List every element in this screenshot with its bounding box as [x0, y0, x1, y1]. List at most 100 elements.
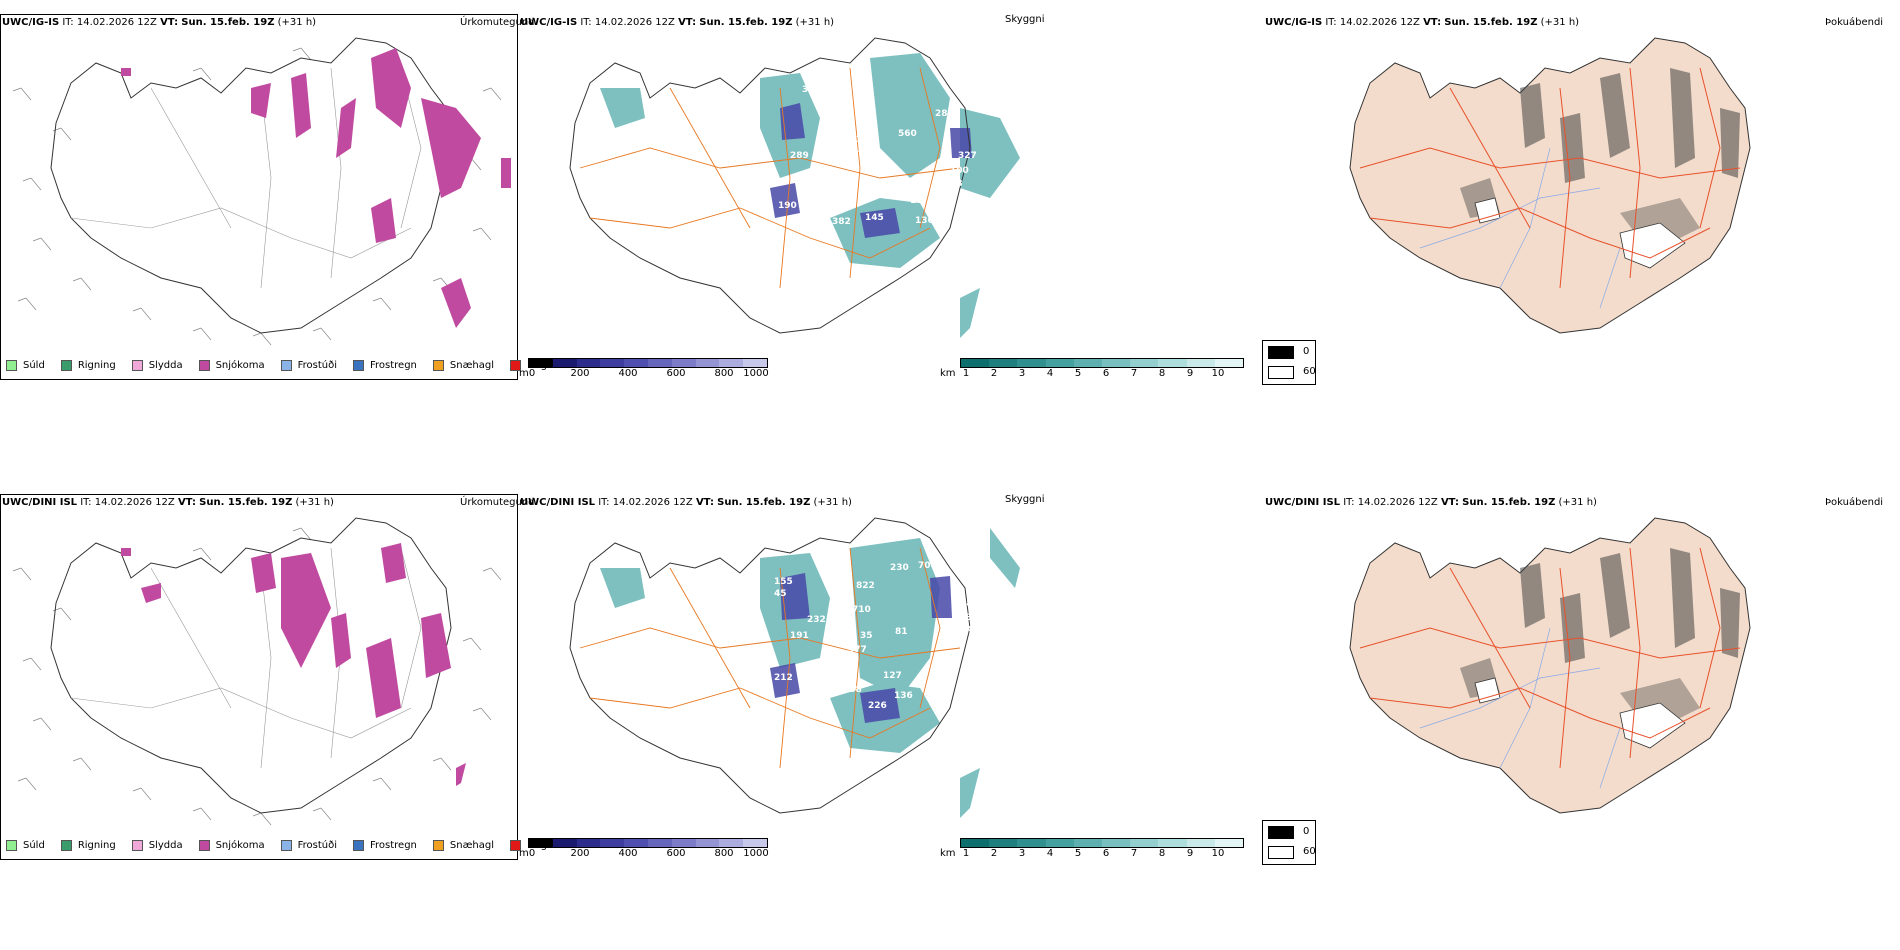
vt-label: VT: — [678, 17, 697, 28]
cbar-ticks: 0 200 400 600 800 1000 — [528, 368, 769, 380]
cbar-cell — [1158, 359, 1187, 367]
roads — [579, 67, 961, 289]
legend-swatch — [280, 360, 292, 371]
glaciers — [1474, 677, 1686, 749]
model-name: UWC/IG-IS — [520, 17, 578, 28]
iceland-outline — [569, 37, 971, 334]
cbar-cell — [743, 359, 767, 367]
it-label: IT: — [1343, 497, 1355, 508]
fog-key-low-swatch — [1268, 846, 1294, 859]
cbar-cell — [671, 359, 696, 367]
cbar-tick: 800 — [714, 848, 734, 859]
cbar-tick: 800 — [714, 368, 734, 379]
cloud-header: UWC/IG-IS IT: 14.02.2026 12Z VT: Sun. 15… — [520, 17, 834, 28]
height-label: 377 — [848, 645, 867, 655]
vt-value: Sun. 15.feb. 19Z — [1444, 17, 1538, 28]
height-label: 230 — [890, 563, 909, 573]
height-label: 136 — [915, 216, 934, 226]
row-2: UWC/DINI ISL IT: 14.02.2026 12Z VT: Sun.… — [0, 480, 1900, 950]
fog-key-high-swatch — [1268, 346, 1294, 359]
height-label: 710 — [852, 605, 871, 615]
lead-time: (+31 h) — [277, 17, 317, 28]
cbar-cell — [1102, 359, 1131, 367]
cbar-tick: 4 — [1046, 368, 1054, 379]
cbar-tick: 4 — [1046, 848, 1054, 859]
lead-time: (+31 h) — [813, 497, 852, 508]
cbar-ticks: 1 2 3 4 5 6 7 8 9 10 — [960, 848, 1244, 860]
cbar-unit: km — [940, 368, 956, 379]
vt-value: Sun. 15.feb. 19Z — [199, 497, 293, 508]
legend-label: Snjókoma — [215, 360, 265, 371]
legend-swatch — [198, 840, 210, 851]
cbar-tick: 3 — [1018, 848, 1026, 859]
cbar-unit: m — [519, 368, 529, 379]
height-label: 560 — [898, 129, 917, 139]
model-name: UWC/DINI ISL — [520, 497, 596, 508]
cloud-base-cells — [528, 838, 768, 848]
precip-map — [12, 37, 511, 346]
height-label: 226 — [868, 701, 887, 711]
roads — [70, 67, 422, 289]
vt-label: VT: — [695, 497, 714, 508]
cloud-map: 155 45 822 230 700 710 232 191 35 377 81… — [569, 517, 1020, 818]
cbar-unit: km — [940, 848, 956, 859]
cbar-tick: 3 — [1018, 368, 1026, 379]
height-label: 63 — [960, 613, 973, 623]
height-label: 475 — [845, 145, 864, 155]
legend-item: Frostregn — [353, 360, 417, 371]
cbar-tick: 2 — [990, 368, 998, 379]
snow-areas — [121, 543, 466, 786]
legend-item: Slydda — [131, 840, 183, 851]
legend-label: Súld — [23, 360, 45, 371]
precip-header: UWC/DINI ISL IT: 14.02.2026 12Z VT: Sun.… — [2, 497, 334, 508]
vt-value: Sun. 15.feb. 19Z — [717, 497, 811, 508]
height-label: 81 — [895, 627, 908, 637]
cloud-title: Skyggni — [1005, 494, 1045, 505]
legend-label: Snæhagl — [449, 840, 495, 851]
cbar-cell — [624, 839, 648, 847]
height-label: 191 — [790, 631, 809, 641]
height-label: 232 — [807, 615, 826, 625]
it-label: IT: — [580, 17, 592, 28]
legend-item: Frostúði — [280, 360, 337, 371]
cbar-cell — [600, 359, 625, 367]
roads — [1359, 547, 1741, 769]
legend-swatch — [510, 840, 522, 851]
legend-item: Slydda — [131, 360, 183, 371]
height-label: 136 — [894, 691, 913, 701]
vt-label: VT: — [177, 497, 196, 508]
cbar-tick: 1000 — [743, 848, 769, 859]
visibility-areas — [600, 528, 1020, 818]
legend-item: Rigning — [60, 840, 116, 851]
precip-title: Úrkomutegund — [460, 17, 535, 28]
legend-swatch — [353, 840, 364, 851]
cbar-tick: 9 — [1186, 848, 1194, 859]
legend-label: Frostregn — [370, 840, 417, 851]
cbar-tick: 600 — [666, 848, 686, 859]
cbar-tick: 0 — [528, 368, 536, 379]
cbar-cell — [552, 359, 577, 367]
cbar-tick: 5 — [1074, 368, 1082, 379]
cbar-tick: 9 — [1186, 368, 1194, 379]
fog-header: UWC/DINI ISL IT: 14.02.2026 12Z VT: Sun.… — [1265, 497, 1597, 508]
vt-label: VT: — [160, 17, 179, 28]
cbar-tick: 1 — [962, 848, 970, 859]
cbar-cell — [576, 839, 601, 847]
fog-key-low: 60 — [1303, 366, 1316, 377]
cbar-tick: 7 — [1130, 848, 1138, 859]
legend-swatch — [60, 840, 72, 851]
cloud-labels: 312 52 33 475 416 289 560 280 327 100 78… — [778, 85, 977, 227]
it-value: 14.02.2026 12Z — [612, 497, 693, 508]
it-value: 14.02.2026 12Z — [94, 497, 175, 508]
visibility-colorbar: km 1 2 3 4 5 6 7 8 9 10 — [940, 838, 1244, 860]
cbar-tick: 7 — [1130, 368, 1138, 379]
precip-frame — [0, 14, 518, 380]
it-value: 14.02.2026 12Z — [594, 17, 675, 28]
cbar-tick: 8 — [1158, 368, 1166, 379]
legend-swatch — [198, 360, 210, 371]
fog-key-high: 0 — [1303, 826, 1310, 837]
cloud-base-colorbar: m 0 200 400 600 800 1000 — [519, 838, 769, 860]
height-label: 700 — [918, 561, 937, 571]
it-label: IT: — [1325, 17, 1337, 28]
legend-item: Frostúði — [280, 840, 337, 851]
